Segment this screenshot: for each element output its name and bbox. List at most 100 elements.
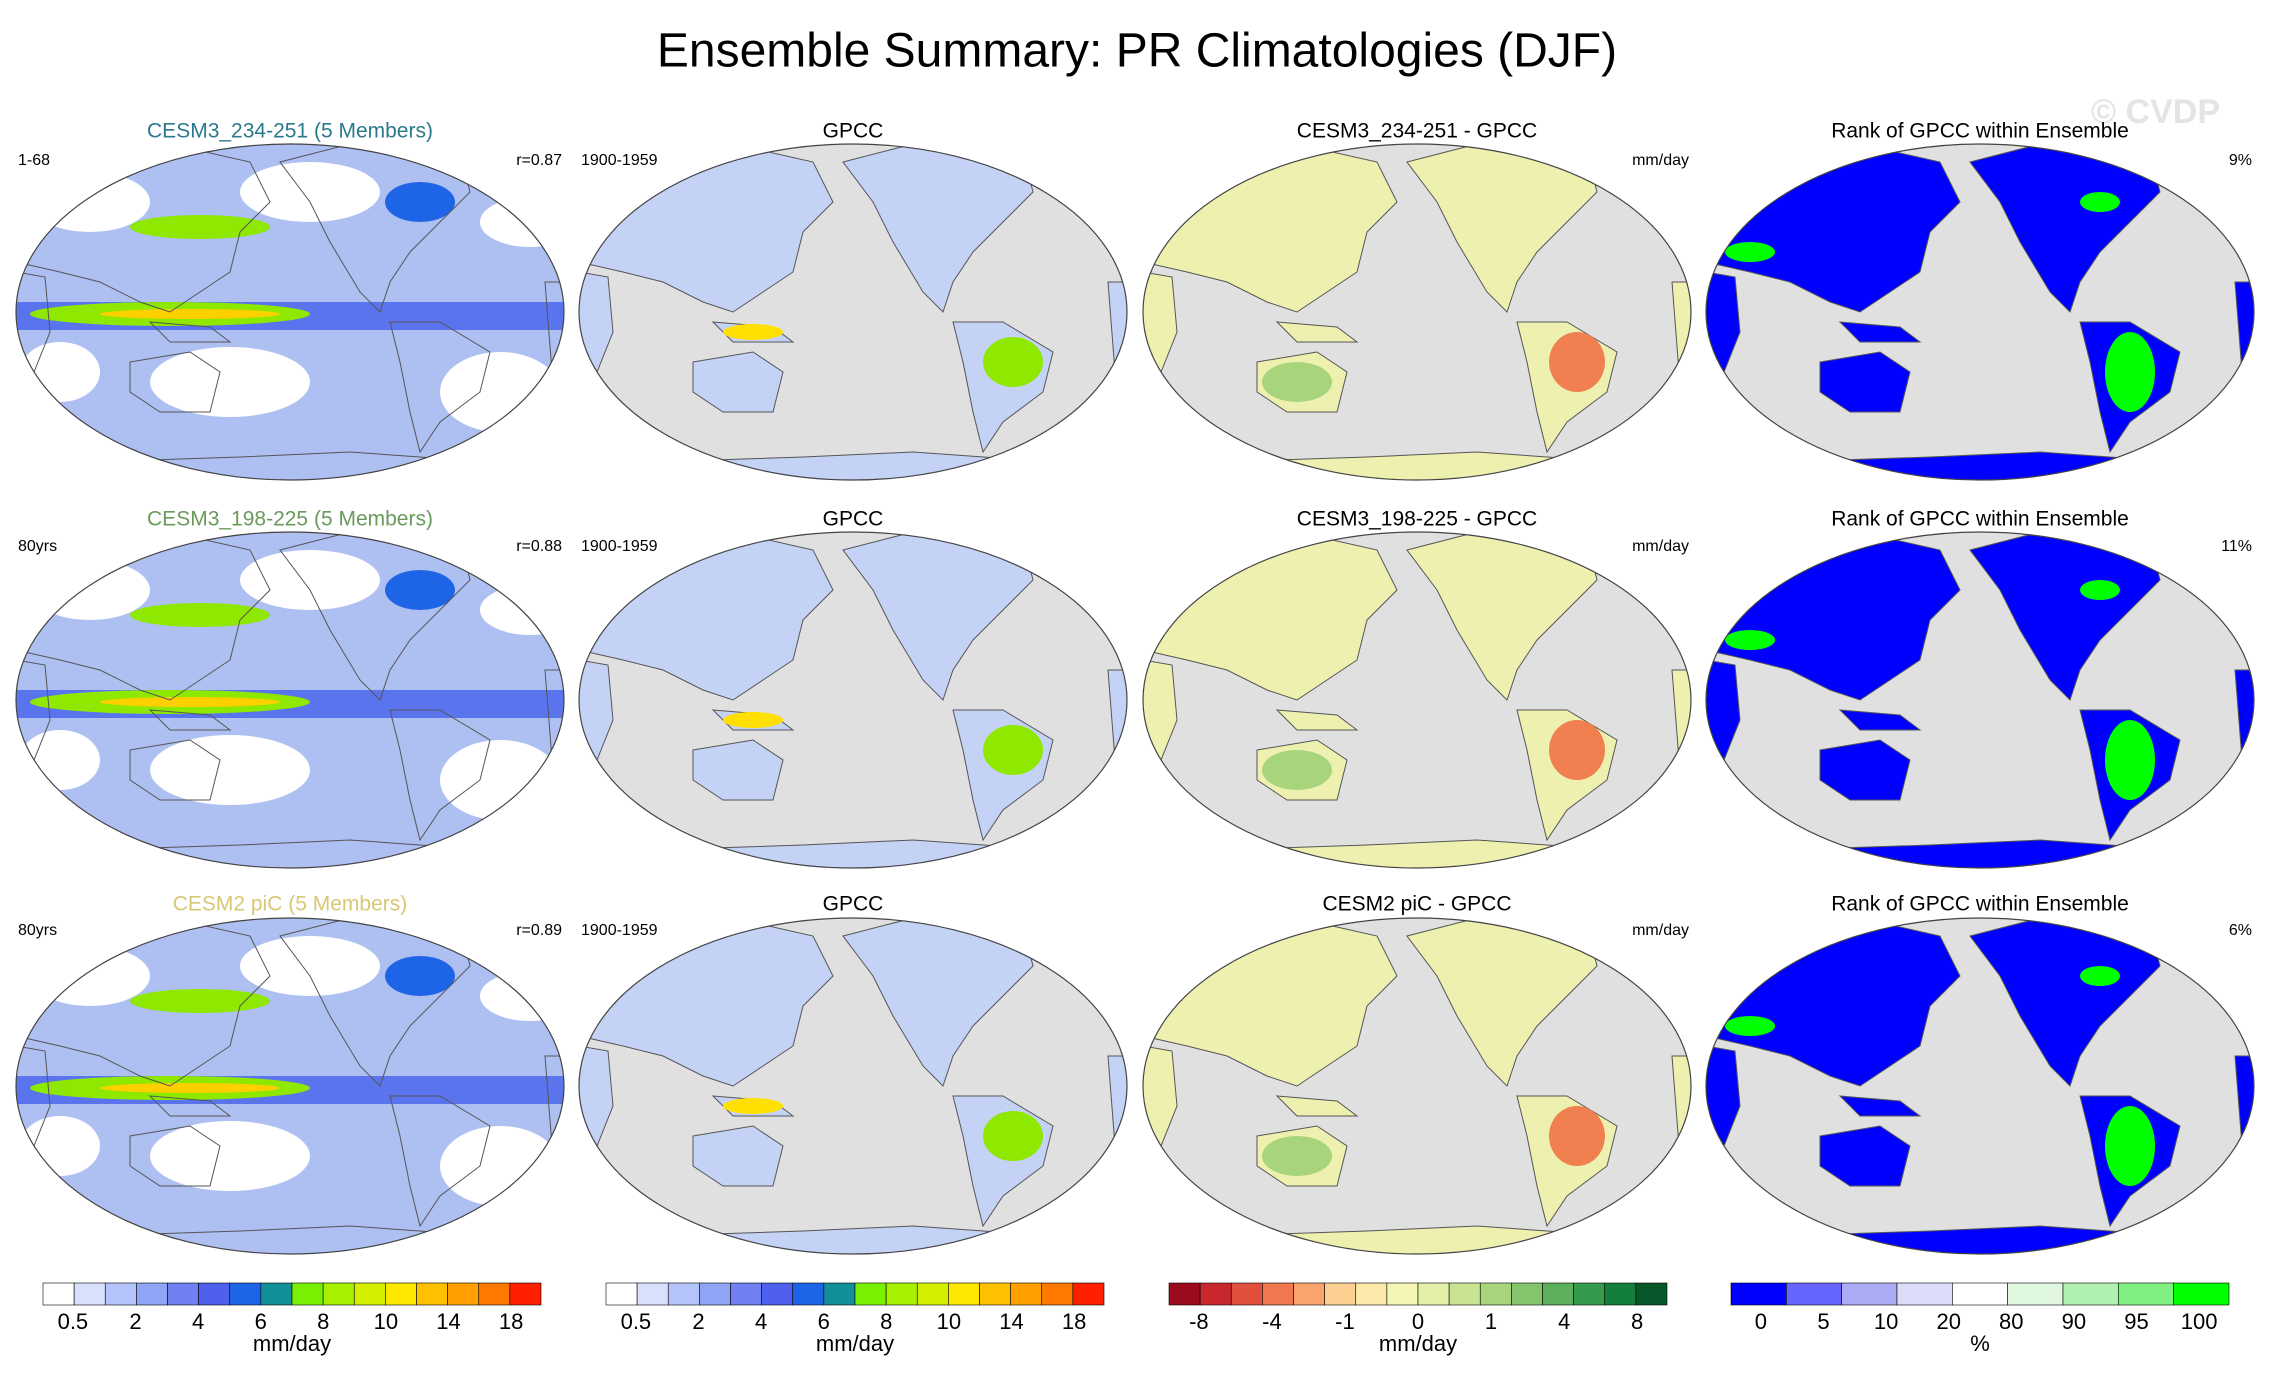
colorbar-box (885, 1282, 918, 1306)
panel-left-label: 1900-1959 (581, 922, 658, 939)
anomaly (1262, 362, 1332, 402)
colorbar-box (948, 1282, 980, 1306)
colorbar-label: -4 (1262, 1309, 1282, 1334)
itcz-core (100, 309, 280, 319)
map-field (1143, 144, 1691, 480)
panel-right-label: mm/day (1632, 538, 1689, 555)
map-border (1705, 917, 2255, 1255)
map-border (1142, 917, 1692, 1255)
colorbar-label: 80 (1999, 1309, 2023, 1334)
colorbar-box (1573, 1282, 1606, 1306)
map-border (578, 917, 1128, 1255)
map-field (1143, 532, 1691, 868)
colorbar-box (761, 1282, 794, 1306)
ocean (1143, 532, 1691, 868)
watermark: © CVDP (2091, 93, 2220, 131)
colorbar-label: 8 (1631, 1309, 1643, 1334)
colorbar-label: 8 (880, 1309, 892, 1334)
colorbar-box (229, 1282, 262, 1306)
map-border (15, 143, 565, 481)
wet-zone (723, 324, 783, 340)
panel-title: GPCC (823, 120, 884, 143)
colorbar-box (353, 1282, 386, 1306)
rank-high (2080, 966, 2120, 986)
panel-left-label: 80yrs (18, 538, 57, 555)
colorbar-box (447, 1282, 480, 1306)
colorbar-box (1417, 1282, 1450, 1306)
wet-zone (983, 725, 1043, 775)
dry-zone (240, 550, 380, 610)
colorbar-box (322, 1282, 355, 1306)
colorbar-label: 6 (818, 1309, 830, 1334)
colorbar-label: 10 (374, 1309, 398, 1334)
colorbar-label: 18 (499, 1309, 523, 1334)
colorbar-box (1604, 1282, 1637, 1306)
map-border (1142, 531, 1692, 869)
map-field (579, 532, 1127, 868)
dry-zone (30, 946, 150, 1006)
colorbar-box (1355, 1282, 1388, 1306)
colorbar-box (1230, 1282, 1263, 1306)
anomaly (1549, 332, 1605, 392)
ocean (1143, 144, 1691, 480)
itcz-core (100, 697, 280, 707)
ocean (1143, 918, 1691, 1254)
map-border (15, 531, 565, 869)
itcz-core (100, 1083, 280, 1093)
colorbar-label: 90 (2062, 1309, 2086, 1334)
map-border (1705, 531, 2255, 869)
panel-title: CESM2 piC (5 Members) (173, 893, 408, 916)
colorbar-box (42, 1282, 75, 1306)
storm-track (130, 989, 270, 1013)
panel-right-label: r=0.87 (516, 152, 562, 169)
map-field (579, 918, 1127, 1254)
panel-title: GPCC (823, 508, 884, 531)
colorbar-box (416, 1282, 448, 1306)
storm-track (385, 570, 455, 610)
dry-zone (150, 1121, 310, 1191)
colorbar-box (1841, 1282, 1898, 1306)
rank-high (2080, 192, 2120, 212)
panel-right-label: r=0.89 (516, 922, 562, 939)
map-border (578, 143, 1128, 481)
map-panel (15, 917, 565, 1255)
colorbar-label: 2 (129, 1309, 141, 1334)
anomaly (1549, 1106, 1605, 1166)
panel-title: GPCC (823, 893, 884, 916)
map-panel (1705, 917, 2255, 1255)
colorbar-label: 14 (436, 1309, 460, 1334)
dry-zone (480, 197, 564, 247)
colorbar-box (1168, 1282, 1201, 1306)
ocean (579, 918, 1127, 1254)
panel-title: Rank of GPCC within Ensemble (1831, 508, 2129, 531)
colorbar-box (291, 1282, 324, 1306)
map-field (1706, 532, 2254, 868)
wet-zone (983, 1111, 1043, 1161)
colorbar-box (73, 1282, 106, 1306)
colorbar-units: mm/day (253, 1331, 331, 1356)
colorbar-box (1293, 1282, 1325, 1306)
colorbar-label: 4 (755, 1309, 767, 1334)
colorbar-box (478, 1282, 511, 1306)
colorbar-box (1262, 1282, 1294, 1306)
colorbar-box (916, 1282, 949, 1306)
dry-zone (30, 560, 150, 620)
wet-zone (723, 1098, 783, 1114)
colorbar-box (1041, 1282, 1074, 1306)
rank-high (2080, 580, 2120, 600)
panel-title: CESM2 piC - GPCC (1322, 893, 1511, 916)
colorbar-label: -8 (1189, 1309, 1209, 1334)
dry-zone (20, 1116, 100, 1176)
anomaly (1262, 750, 1332, 790)
colorbar-label: 95 (2124, 1309, 2148, 1334)
storm-track (130, 603, 270, 627)
panel-left-label: 80yrs (18, 922, 57, 939)
colorbar-label: -1 (1335, 1309, 1355, 1334)
map-panel (1705, 531, 2255, 869)
wet-zone (723, 712, 783, 728)
map-panel (15, 531, 565, 869)
ocean (1706, 918, 2254, 1254)
colorbar-box (854, 1282, 887, 1306)
colorbar-box (1896, 1282, 1953, 1306)
